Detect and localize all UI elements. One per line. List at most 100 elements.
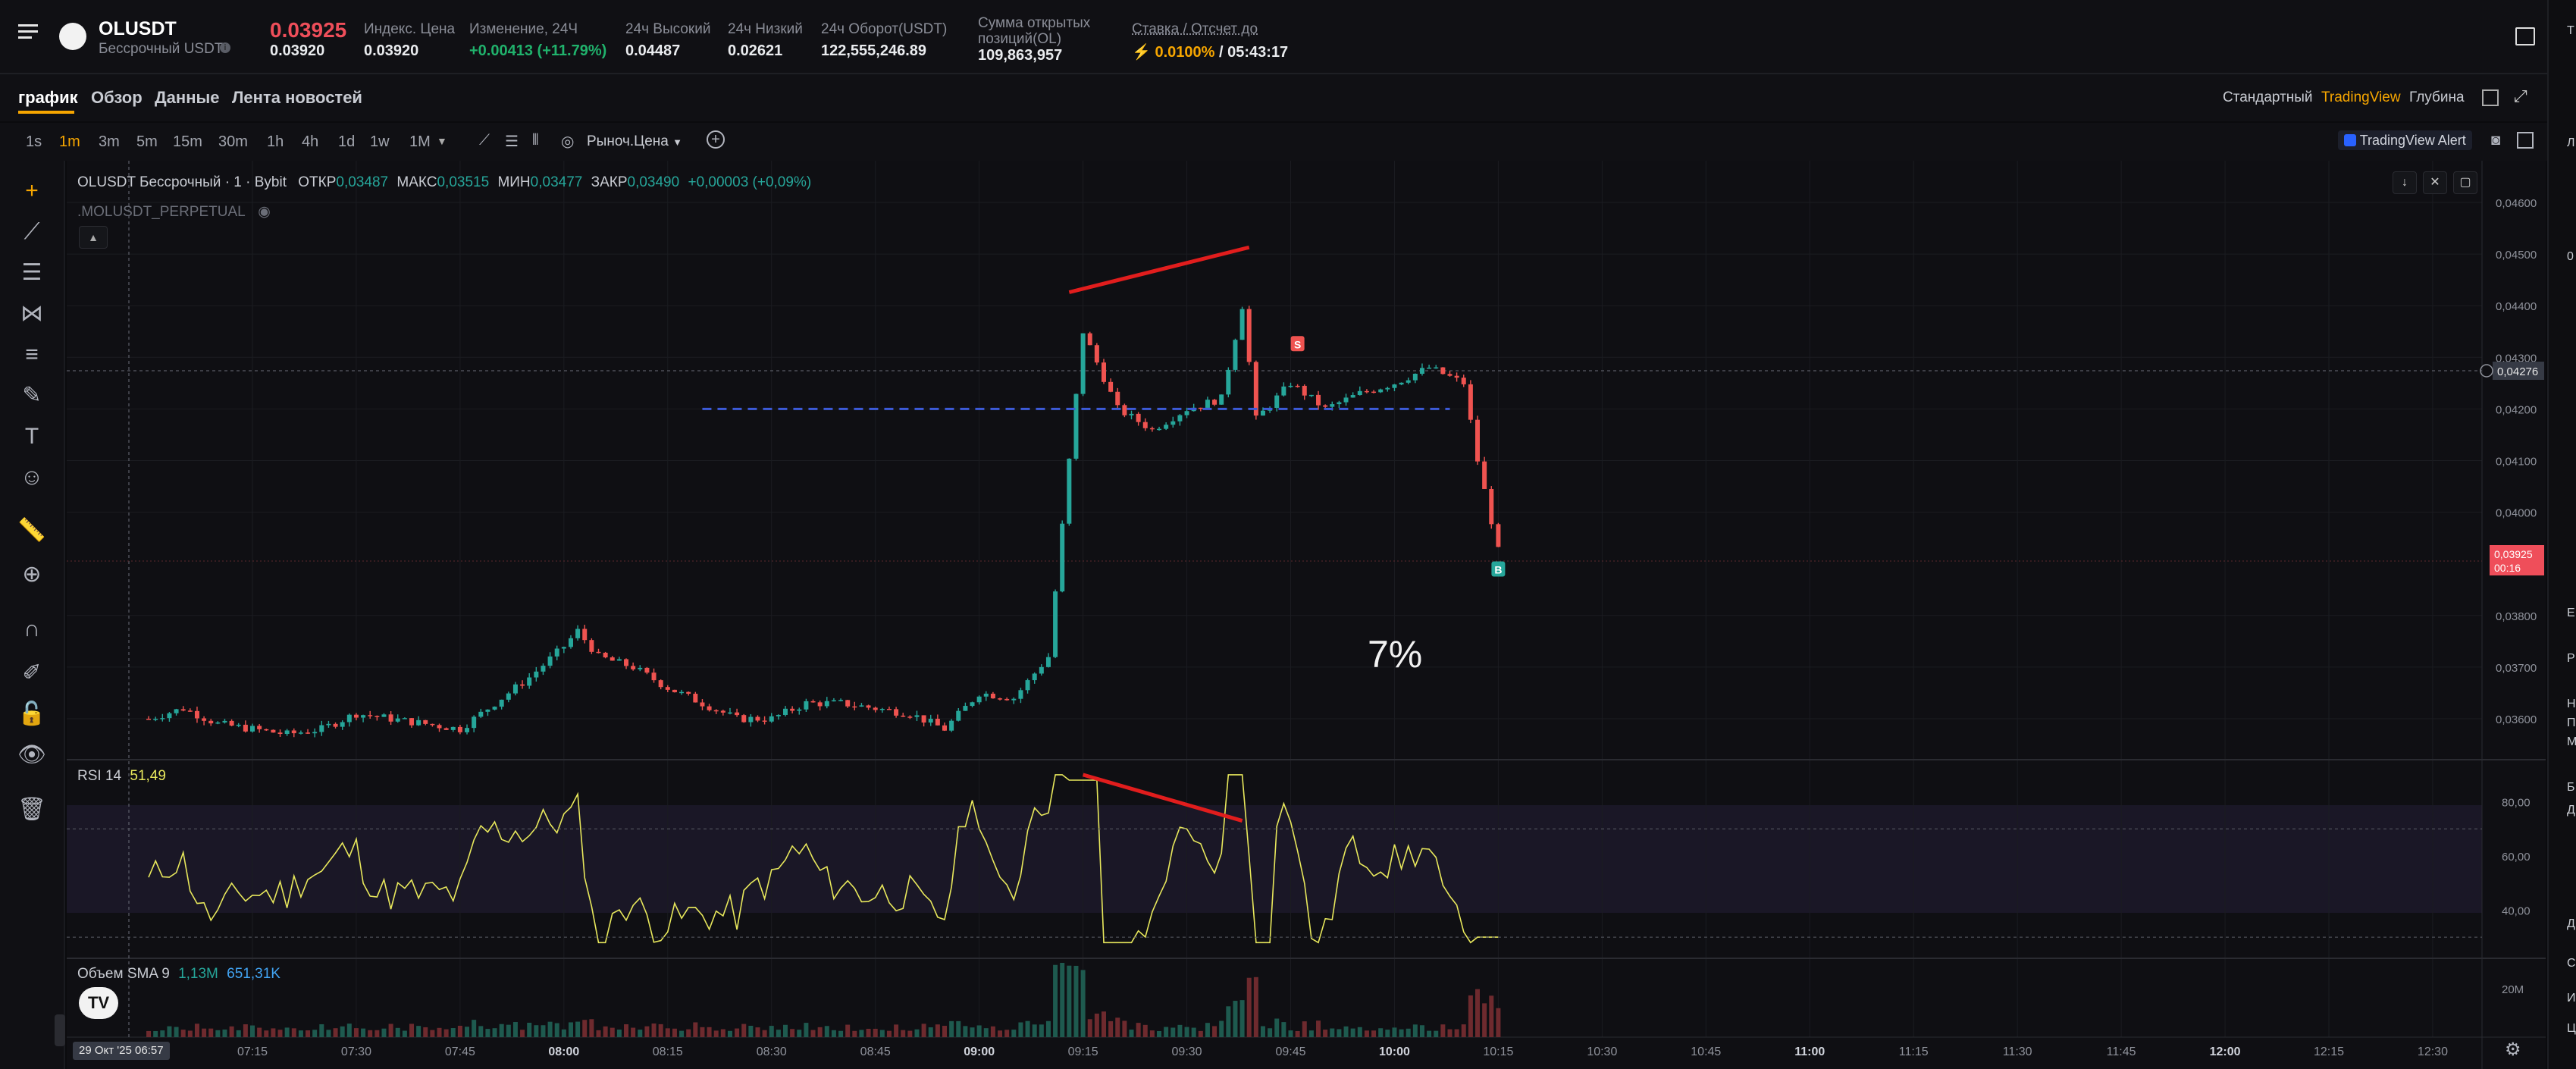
volume-bar [762, 1030, 767, 1037]
volume-bar [852, 1030, 857, 1037]
settings-gear-icon[interactable]: ⚙ [2505, 1039, 2521, 1060]
perpetual-legend: .MOLUSDT_PERPETUAL ◉ [77, 203, 271, 221]
tab-data[interactable]: Данные [155, 88, 220, 107]
fib-icon[interactable]: ≡ [25, 342, 39, 367]
volume-bar [741, 1024, 747, 1037]
volume-bar [1350, 1028, 1355, 1037]
timeframe-15m[interactable]: 15m [173, 133, 202, 150]
symbol-name[interactable]: OLUSDT [99, 18, 177, 39]
view-tradingview[interactable]: TradingView [2321, 89, 2401, 105]
candle-body [222, 720, 227, 723]
volume-bar [1274, 1018, 1280, 1037]
volume-label[interactable]: Объем SMA 9 [77, 966, 170, 982]
info-icon[interactable]: i [220, 42, 230, 53]
trash-icon[interactable]: 🗑 [17, 797, 47, 822]
lock-icon[interactable]: 🔓 [17, 701, 46, 726]
market-price-selector[interactable]: Рыноч.Цена ▼ [587, 133, 682, 150]
pattern-icon[interactable]: ⋈ [20, 301, 43, 326]
maximize-pane-button[interactable]: ▢ [2453, 171, 2477, 194]
zoom-in-icon[interactable]: ⊕ [22, 562, 42, 587]
candle-body [942, 725, 947, 731]
volume-bar [1164, 1027, 1169, 1037]
timeframe-1d[interactable]: 1d [338, 133, 356, 150]
tradingview-alert-button[interactable]: TradingView Alert [2338, 130, 2472, 150]
timeframe-1m[interactable]: 1m [59, 133, 80, 150]
add-icon[interactable]: + [707, 130, 725, 149]
volume-bar [1004, 1030, 1010, 1037]
eye-icon[interactable]: 👁 [17, 742, 47, 767]
volume-bar [1454, 1029, 1459, 1037]
ruler-icon[interactable]: 📏 [17, 518, 46, 543]
tab-chart[interactable]: график [18, 88, 78, 107]
volume-bar [810, 1030, 816, 1037]
scroll-down-button[interactable]: ↓ [2393, 171, 2417, 194]
chart-type-icon[interactable]: ⫴ [532, 132, 539, 149]
volume-bar [658, 1024, 663, 1037]
volume-bar [277, 1030, 283, 1037]
layout-icon[interactable] [2517, 132, 2534, 149]
pane-toggle-handle[interactable] [55, 1014, 65, 1046]
price-chart[interactable]: SB0,046000,045000,044000,043000,042000,0… [67, 161, 2546, 1069]
tab-news[interactable]: Лента новостей [232, 88, 362, 107]
hide-eye-icon[interactable]: ◉ [258, 204, 271, 220]
timeframe-1M[interactable]: 1M [409, 133, 431, 150]
annotation-percent[interactable]: 7% [1368, 633, 1423, 676]
camera-icon[interactable]: ◙ [2491, 132, 2501, 149]
volume-bar [921, 1024, 926, 1037]
candle-body [1364, 390, 1369, 393]
candle-body [547, 656, 553, 666]
expand-icon[interactable]: ⤢ [2514, 86, 2527, 105]
price-type-icon[interactable]: ◎ [561, 133, 575, 150]
legend-title[interactable]: OLUSDT Бессрочный · 1 · Bybit [77, 174, 287, 190]
magnet-icon[interactable]: ∩ [24, 616, 40, 641]
fullscreen-box-icon[interactable] [2482, 89, 2499, 106]
timeframe-5m[interactable]: 5m [136, 133, 158, 150]
timeframe-1s[interactable]: 1s [26, 133, 42, 150]
volume-bar [1184, 1027, 1189, 1037]
view-standard[interactable]: Стандартный [2223, 89, 2313, 105]
template-icon[interactable]: ☰ [505, 133, 519, 150]
crosshair-icon[interactable]: + [25, 178, 39, 203]
time-axis-label: 07:15 [237, 1045, 268, 1058]
collapse-legend-button[interactable]: ▲ [79, 226, 108, 249]
text-icon[interactable]: T [24, 424, 39, 449]
candle-body [1032, 673, 1037, 681]
volume-bar [271, 1028, 276, 1037]
compress-button[interactable]: ✕ [2423, 171, 2447, 194]
candle-body [886, 708, 892, 710]
volume-bar [859, 1030, 864, 1037]
candle-body [1330, 404, 1335, 407]
price-axis-label: 0,03800 [2496, 610, 2537, 623]
candle-body [430, 723, 435, 726]
volume-bar [956, 1020, 961, 1037]
volume-bar [873, 1028, 878, 1037]
book-icon[interactable] [2515, 27, 2535, 45]
timeframe-3m[interactable]: 3m [99, 133, 120, 150]
volume-bar [665, 1028, 670, 1037]
alert-label: TradingView Alert [2359, 133, 2466, 148]
brush-icon[interactable]: ✎ [22, 383, 42, 408]
view-depth[interactable]: Глубина [2409, 89, 2465, 105]
timeframe-dropdown-icon[interactable]: ▼ [437, 135, 447, 147]
timeframe-1w[interactable]: 1w [370, 133, 390, 150]
tab-overview[interactable]: Обзор [91, 88, 143, 107]
horizontal-lines-icon[interactable]: ☰ [21, 260, 42, 285]
timeframe-4h[interactable]: 4h [302, 133, 319, 150]
crosshair-time-label: 29 Окт '25 06:57 [73, 1042, 170, 1060]
timeframe-30m[interactable]: 30m [218, 133, 248, 150]
volume-bar [1268, 1028, 1273, 1037]
volume-bar [1025, 1020, 1030, 1037]
funding-rate: 0.0100% [1155, 44, 1215, 61]
menu-icon[interactable] [18, 24, 38, 39]
candle-body [1018, 690, 1023, 699]
candle-body [1011, 698, 1017, 701]
trend-line-icon[interactable]: ⟋ [24, 219, 40, 244]
candle-body [1198, 407, 1203, 409]
rsi-label[interactable]: RSI 14 [77, 768, 122, 784]
volume-bar [291, 1028, 296, 1037]
timeframe-1h[interactable]: 1h [267, 133, 284, 150]
indicator-icon[interactable]: ⟋ [479, 132, 490, 149]
emoji-icon[interactable]: ☺ [20, 465, 44, 490]
candle-body [810, 701, 816, 703]
lock-pencil-icon[interactable]: ✐ [22, 660, 42, 685]
